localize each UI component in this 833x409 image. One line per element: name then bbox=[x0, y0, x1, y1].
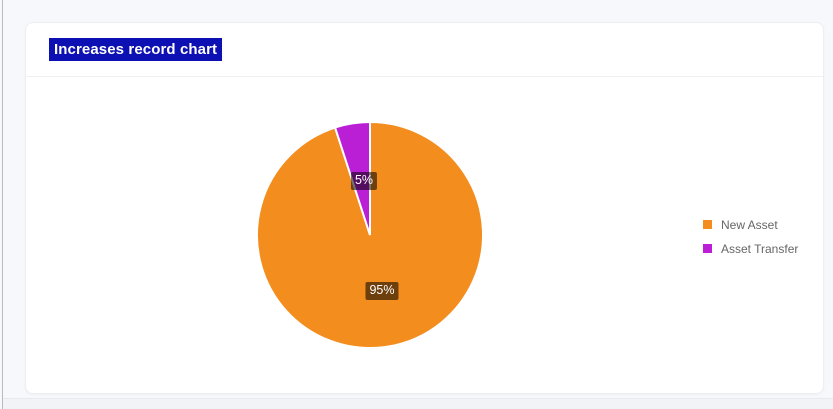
pie-data-label-new-asset: 95% bbox=[365, 282, 399, 300]
pie-chart bbox=[256, 120, 484, 349]
pie-data-label-asset-transfer: 5% bbox=[350, 172, 378, 190]
legend-item-asset-transfer[interactable]: Asset Transfer bbox=[703, 241, 798, 256]
chart-legend: New Asset Asset Transfer bbox=[703, 217, 798, 256]
chart-card: Increases record chart 95% 5% New Asset … bbox=[25, 22, 824, 394]
legend-label-new-asset: New Asset bbox=[721, 217, 778, 232]
chart-title: Increases record chart bbox=[49, 38, 223, 61]
left-edge-divider bbox=[2, 0, 3, 409]
legend-swatch-new-asset bbox=[703, 220, 712, 229]
pie-chart-area: 95% 5% New Asset Asset Transfer bbox=[26, 77, 823, 394]
legend-swatch-asset-transfer bbox=[703, 244, 712, 253]
pie-slice-new-asset[interactable] bbox=[256, 120, 484, 349]
legend-item-new-asset[interactable]: New Asset bbox=[703, 217, 798, 232]
legend-label-asset-transfer: Asset Transfer bbox=[721, 241, 799, 256]
chart-card-header: Increases record chart bbox=[26, 23, 823, 77]
bottom-page-strip bbox=[3, 398, 833, 409]
